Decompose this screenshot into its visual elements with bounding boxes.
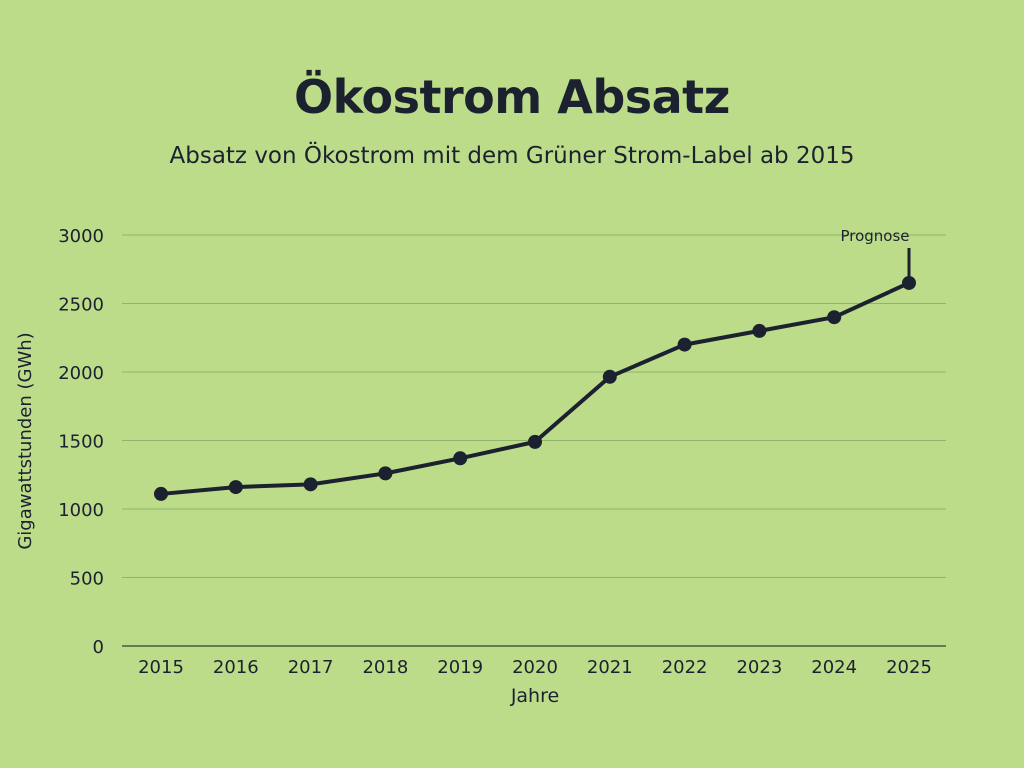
data-point: [827, 310, 842, 325]
x-tick-label: 2020: [512, 657, 558, 678]
x-tick-label: 2017: [288, 657, 334, 678]
x-axis-label: Jahre: [510, 685, 559, 707]
chart-title: Ökostrom Absatz: [294, 70, 730, 124]
data-point: [902, 275, 916, 290]
data-point: [228, 480, 243, 495]
y-tick-label: 0: [93, 637, 104, 658]
data-point: [677, 337, 692, 352]
data-point: [453, 451, 468, 466]
y-tick-label: 1000: [58, 500, 104, 521]
series-line: [159, 280, 911, 496]
annotation-layer: Prognose: [840, 227, 911, 277]
x-tick-label: 2015: [138, 657, 184, 678]
x-tick-label: 2023: [736, 657, 782, 678]
y-axis-ticks: 0 500 1000 1500 2000 2500 3000: [58, 226, 104, 658]
x-tick-label: 2019: [437, 657, 483, 678]
x-tick-label: 2018: [362, 657, 408, 678]
x-tick-label: 2025: [886, 657, 932, 678]
x-tick-label: 2021: [587, 657, 633, 678]
data-point: [303, 477, 318, 492]
x-tick-label: 2022: [662, 657, 708, 678]
data-point: [528, 434, 542, 449]
x-tick-label: 2024: [811, 657, 857, 678]
y-tick-label: 500: [70, 569, 104, 590]
annotation-label: Prognose: [840, 227, 909, 245]
y-tick-label: 1500: [58, 432, 104, 453]
data-point: [378, 466, 393, 481]
data-point: [154, 486, 168, 501]
y-tick-label: 2000: [58, 363, 104, 384]
gridlines: [122, 234, 946, 578]
x-axis-ticks: 2015 2016 2017 2018 2019 2020 2021 2022 2023 2024…: [138, 657, 932, 678]
y-tick-label: 2500: [58, 295, 104, 316]
x-tick-label: 2016: [213, 657, 259, 678]
series-layer: [154, 275, 916, 501]
y-axis-label: Gigawattstunden (GWh): [15, 332, 36, 549]
data-point: [602, 369, 617, 384]
y-tick-label: 3000: [58, 226, 104, 247]
chart-subtitle: Absatz von Ökostrom mit dem Grüner Strom…: [169, 143, 855, 169]
data-point: [752, 323, 767, 338]
